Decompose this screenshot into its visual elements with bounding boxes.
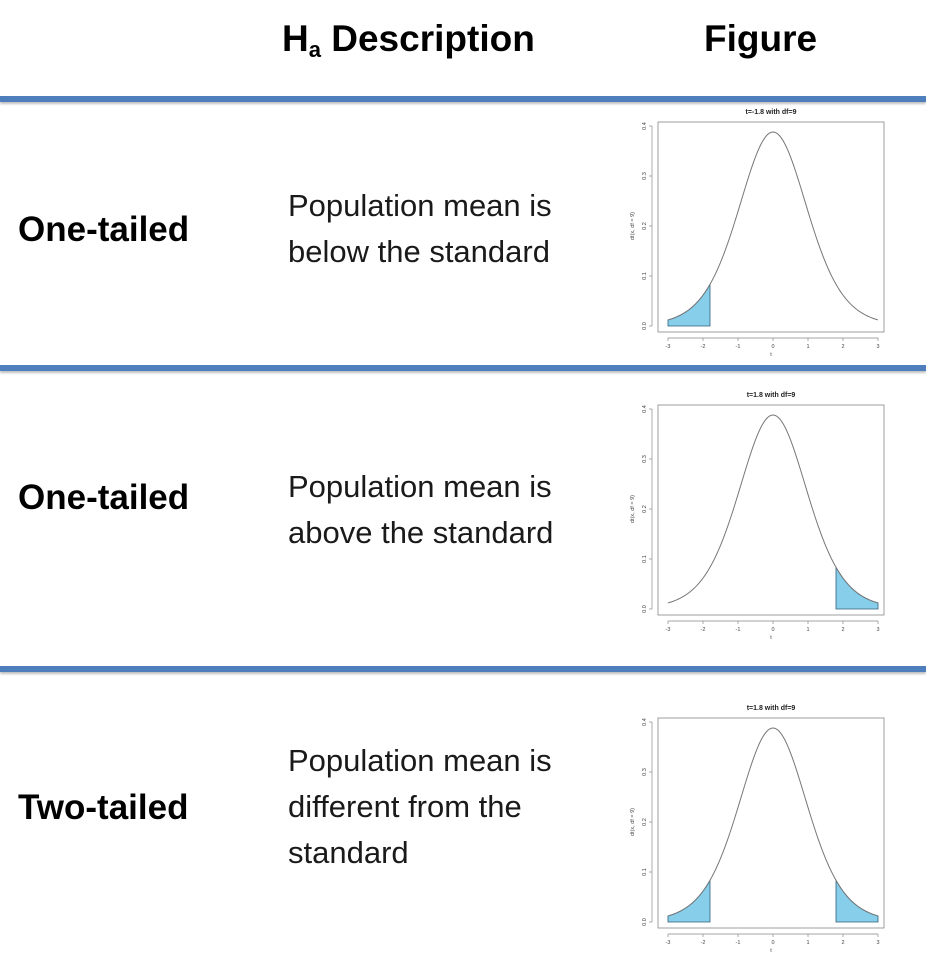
x-tick-label: 0: [771, 940, 774, 946]
density-curve: [667, 131, 879, 321]
x-tick-label: -1: [736, 940, 741, 946]
density-curve: [667, 414, 879, 604]
tail-region-1: [667, 878, 711, 923]
y-tick-label: 0.1: [642, 272, 648, 280]
chart-title: t=1.8 with df=9: [747, 392, 796, 399]
y-tick-label: 0.2: [642, 505, 648, 513]
density-curve: [667, 727, 879, 917]
row-3-chart: t=1.8 with df=9 -3 -2 -1 0 1 2 3 t 0.0 0.1 0.2 0.3 0.…: [630, 705, 885, 952]
x-tick-label: 3: [876, 627, 879, 633]
divider-top: [0, 96, 926, 102]
row-1-figure: t=-1.8 with df=9 -3 -2 -1 0 1 2 3 t 0.0 0.1 0.2 0.3 0…: [612, 104, 922, 356]
chart-title: t=-1.8 with df=9: [746, 109, 797, 116]
chart-title: t=1.8 with df=9: [747, 705, 796, 712]
y-tick-label: 0.0: [642, 918, 648, 926]
row-3-figure: t=1.8 with df=9 -3 -2 -1 0 1 2 3 t 0.0 0.1 0.2 0.3 0.…: [612, 700, 922, 952]
x-axis-label: t: [770, 352, 772, 356]
plot-frame: [657, 121, 885, 333]
y-tick-label: 0.4: [642, 718, 648, 726]
x-tick-label: -3: [666, 627, 671, 633]
row-1-chart: t=-1.8 with df=9 -3 -2 -1 0 1 2 3 t 0.0 0.1 0.2 0.3 0…: [630, 109, 885, 356]
x-tick-label: 0: [771, 627, 774, 633]
row-2-tail-label: One-tailed: [18, 478, 190, 517]
x-axis-label: t: [770, 948, 772, 952]
x-tick-label: 3: [876, 940, 879, 946]
x-tick-label: 0: [771, 344, 774, 350]
x-tick-label: -1: [736, 344, 741, 350]
x-tick-label: -2: [701, 940, 706, 946]
row-2-chart: t=1.8 with df=9 -3 -2 -1 0 1 2 3 t 0.0 0.1 0.2 0.3 0.…: [630, 392, 885, 639]
x-tick-label: 1: [806, 940, 809, 946]
divider-row-1: [0, 365, 926, 371]
header-subscript: a: [308, 37, 321, 62]
x-tick-label: -2: [701, 344, 706, 350]
row-3-tail-label: Two-tailed: [18, 788, 189, 827]
row-3-description: Population mean is different from the st…: [288, 743, 552, 870]
plot-frame: [657, 717, 885, 929]
tail-region-1: [835, 565, 879, 610]
row-1-description: Population mean is below the standard: [288, 188, 552, 269]
y-tick-label: 0.2: [642, 818, 648, 826]
tail-region-1: [667, 282, 711, 327]
x-tick-label: -3: [666, 940, 671, 946]
y-tick-label: 0.1: [642, 868, 648, 876]
x-axis-label: t: [770, 635, 772, 639]
y-axis-label: dt(x, df = 9): [630, 495, 636, 523]
header-description-label: Description: [320, 18, 535, 59]
y-tick-label: 0.2: [642, 222, 648, 230]
x-tick-label: 2: [841, 344, 844, 350]
x-tick-label: 1: [806, 344, 809, 350]
x-tick-label: 2: [841, 940, 844, 946]
y-axis-label: dt(x, df = 9): [630, 808, 636, 836]
x-tick-label: -2: [701, 627, 706, 633]
header-h-letter: H: [282, 18, 309, 59]
y-tick-label: 0.4: [642, 405, 648, 413]
x-tick-label: -1: [736, 627, 741, 633]
divider-row-2: [0, 666, 926, 672]
y-tick-label: 0.1: [642, 555, 648, 563]
y-tick-label: 0.3: [642, 172, 648, 180]
y-tick-label: 0.4: [642, 122, 648, 130]
row-2-description: Population mean is above the standard: [288, 469, 554, 550]
y-tick-label: 0.3: [642, 455, 648, 463]
y-tick-label: 0.0: [642, 605, 648, 613]
x-tick-label: 3: [876, 344, 879, 350]
x-tick-label: 2: [841, 627, 844, 633]
y-tick-label: 0.0: [642, 322, 648, 330]
figure-column-header: Figure: [704, 18, 818, 59]
row-1-tail-label: One-tailed: [18, 210, 190, 249]
tail-region-2: [835, 878, 879, 923]
x-tick-label: -3: [666, 344, 671, 350]
description-column-header: Ha Description: [282, 18, 535, 63]
row-2-figure: t=1.8 with df=9 -3 -2 -1 0 1 2 3 t 0.0 0.1 0.2 0.3 0.…: [612, 387, 922, 639]
y-axis-label: dt(x, df = 9): [630, 212, 636, 240]
x-tick-label: 1: [806, 627, 809, 633]
y-tick-label: 0.3: [642, 768, 648, 776]
plot-frame: [657, 404, 885, 616]
